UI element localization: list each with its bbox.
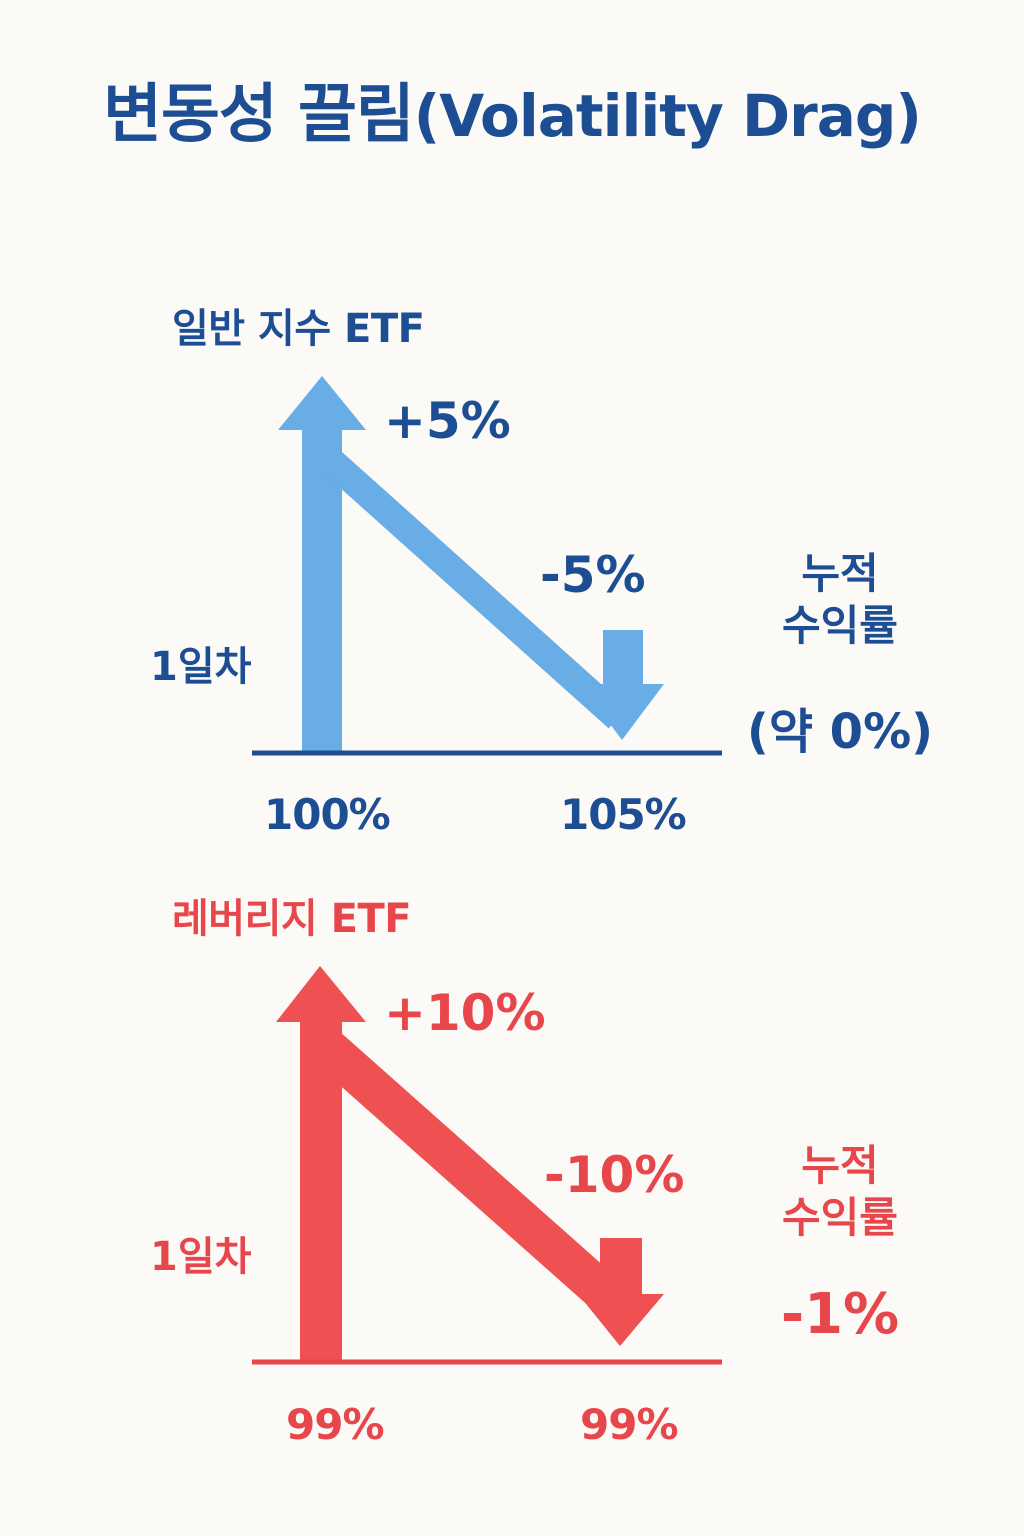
down-arrow-head bbox=[578, 1294, 664, 1346]
start-value: 100% bbox=[264, 790, 391, 839]
diagonal-down-line bbox=[314, 1033, 626, 1315]
day-label: 1일차 bbox=[150, 644, 252, 690]
diagonal-down-line bbox=[320, 449, 628, 729]
end-value: 105% bbox=[560, 790, 687, 839]
cumulative-value: -1% bbox=[780, 1282, 900, 1347]
cumulative-label: 누적 수익률 bbox=[740, 1140, 940, 1244]
day-label: 1일차 bbox=[150, 1234, 252, 1280]
up-percent: +5% bbox=[384, 392, 511, 450]
up-arrow-shaft bbox=[302, 430, 342, 752]
normal-etf-graph bbox=[252, 376, 722, 756]
normal-etf-panel: 일반 지수 ETF +5% -5% 1일차 100% 105% 누적 수익률 (… bbox=[0, 280, 1024, 880]
down-arrow-head bbox=[580, 684, 664, 740]
cumulative-label-line2: 수익률 bbox=[782, 1193, 898, 1242]
up-arrow-head bbox=[278, 376, 366, 430]
cumulative-label-line1: 누적 bbox=[801, 549, 879, 598]
down-arrow-shaft bbox=[603, 630, 643, 688]
cumulative-value: (약 0%) bbox=[746, 704, 934, 760]
normal-etf-label: 일반 지수 ETF bbox=[172, 306, 425, 352]
leverage-etf-graph bbox=[252, 966, 722, 1365]
up-percent: +10% bbox=[384, 984, 546, 1042]
page-title: 변동성 끌림(Volatility Drag) bbox=[60, 70, 964, 161]
start-value: 99% bbox=[286, 1400, 385, 1449]
title-korean: 변동성 끌림 bbox=[103, 78, 415, 152]
leverage-etf-label: 레버리지 ETF bbox=[172, 896, 412, 942]
down-percent: -10% bbox=[544, 1146, 685, 1204]
cumulative-label-line1: 누적 bbox=[801, 1141, 879, 1190]
cumulative-label: 누적 수익률 bbox=[740, 548, 940, 652]
title-latin: (Volatility Drag) bbox=[413, 82, 922, 150]
down-percent: -5% bbox=[540, 546, 646, 604]
cumulative-label-line2: 수익률 bbox=[782, 601, 898, 650]
leverage-etf-panel: 레버리지 ETF +10% -10% 1일차 99% 99% 누적 수익률 -1… bbox=[0, 870, 1024, 1470]
down-arrow-shaft bbox=[600, 1238, 642, 1298]
up-arrow-head bbox=[276, 966, 366, 1022]
end-value: 99% bbox=[580, 1400, 679, 1449]
